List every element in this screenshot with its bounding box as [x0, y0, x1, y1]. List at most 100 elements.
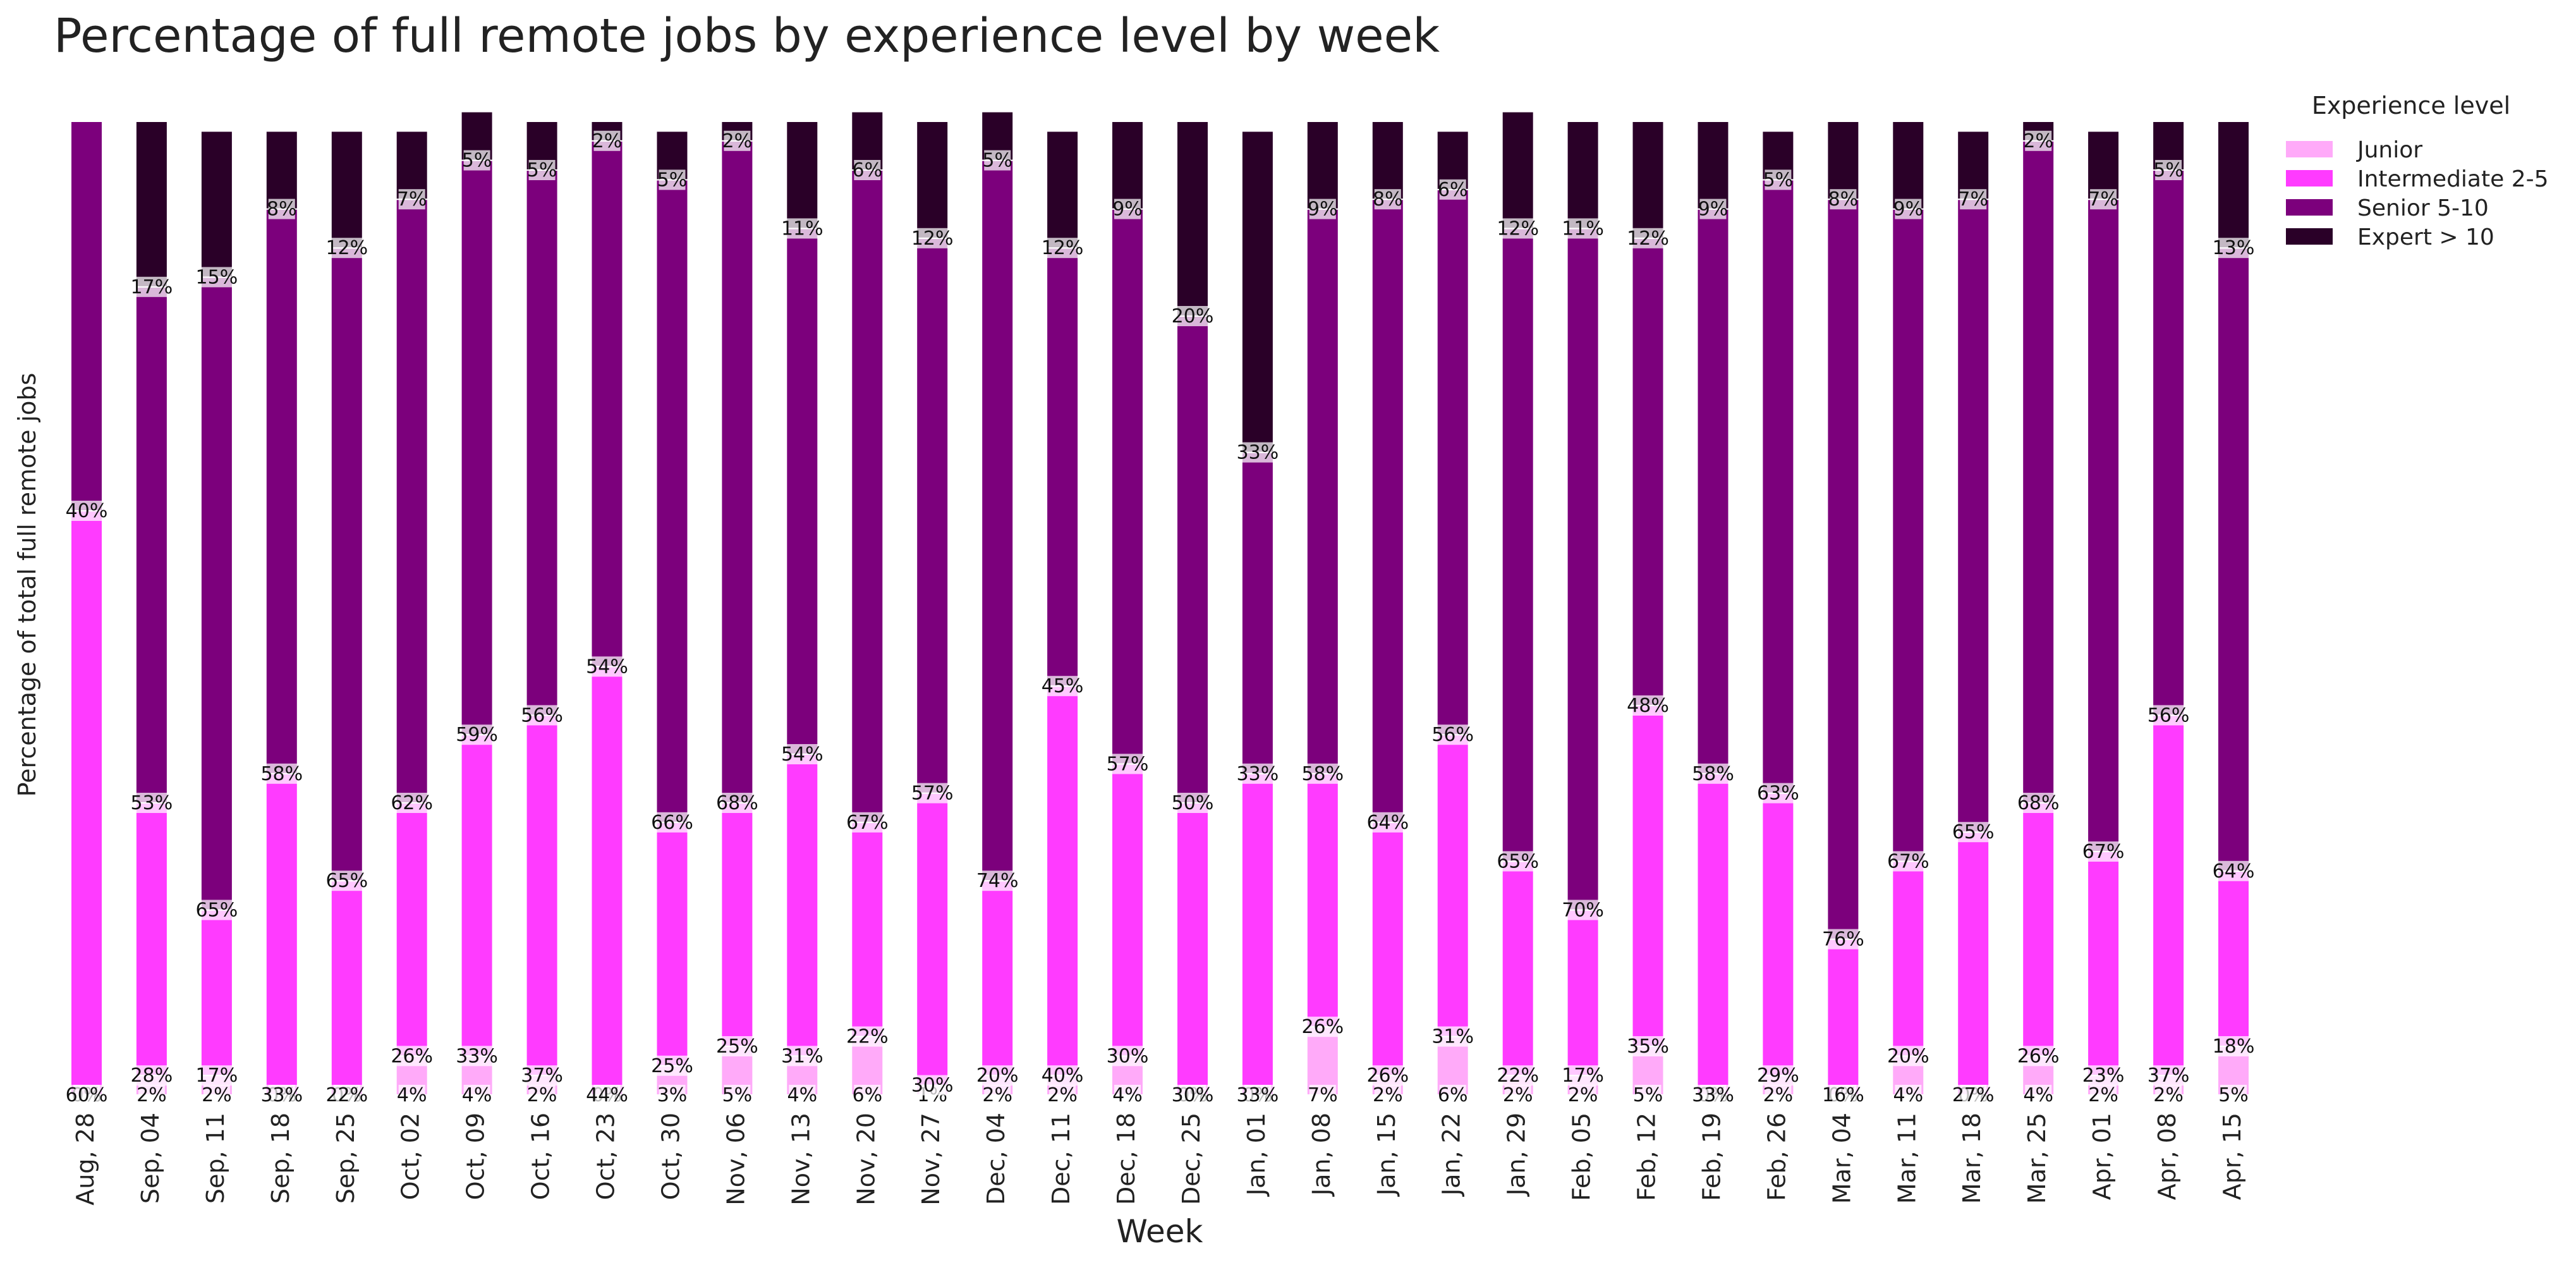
data-label-bg — [913, 783, 952, 804]
data-label-junior: 5% — [1633, 1084, 1663, 1106]
x-tick-label: Dec, 04 — [982, 1113, 1010, 1205]
x-tick-label: Feb, 26 — [1763, 1113, 1790, 1201]
bar-segment-intermediate — [851, 821, 884, 1037]
data-label-intermediate: 20% — [976, 1065, 1019, 1087]
x-tick-label: Apr, 15 — [2218, 1113, 2246, 1200]
x-tick-label: Sep, 18 — [267, 1113, 295, 1204]
data-label-intermediate: 60% — [66, 1084, 108, 1106]
data-label-bg — [659, 169, 686, 190]
x-tick-label: Jan, 15 — [1373, 1113, 1400, 1197]
data-label-bg — [2155, 1085, 2182, 1105]
data-label-junior: 2% — [2153, 1084, 2184, 1106]
bar-segment-intermediate — [1111, 763, 1144, 1057]
data-label-intermediate: 33% — [260, 1084, 303, 1106]
bar-segment-senior — [1826, 199, 1860, 940]
bar-segment-senior — [395, 199, 428, 804]
data-label-senior: 59% — [456, 724, 498, 746]
data-label-expert: 33% — [1237, 442, 1279, 464]
data-label-intermediate: 26% — [1301, 1016, 1344, 1038]
data-label-expert: 8% — [1373, 188, 1403, 211]
data-label-senior: 65% — [1952, 821, 1995, 843]
data-label-bg — [984, 1085, 1011, 1105]
data-label-bg — [1049, 1085, 1076, 1105]
bar-segment-senior — [70, 121, 103, 511]
bar-segment-intermediate — [1306, 773, 1339, 1028]
data-label-bg — [2090, 1085, 2117, 1105]
data-label-junior: 6% — [853, 1084, 883, 1106]
data-label-senior: 57% — [1107, 753, 1149, 775]
bar-segment-intermediate — [70, 510, 103, 1096]
bar-segment-expert — [200, 130, 233, 278]
data-label-expert: 12% — [325, 237, 368, 259]
data-label-bg — [724, 130, 751, 151]
data-label-expert: 9% — [1308, 199, 1338, 221]
data-label-bg — [203, 1085, 230, 1105]
bar-segment-intermediate — [1436, 734, 1469, 1037]
data-label-senior: 54% — [586, 656, 628, 678]
data-label-intermediate: 22% — [1497, 1065, 1539, 1087]
data-label-senior: 45% — [1042, 675, 1084, 697]
data-label-bg — [1174, 1085, 1212, 1105]
data-label-senior: 62% — [391, 792, 433, 814]
data-label-bg — [398, 189, 425, 210]
data-label-bg — [1174, 306, 1212, 326]
bar-segment-intermediate — [1501, 860, 1534, 1077]
data-label-junior: 2% — [202, 1084, 232, 1106]
data-label-intermediate: 22% — [846, 1026, 889, 1048]
data-label-bg — [1439, 179, 1466, 200]
data-label-bg — [1109, 1046, 1146, 1066]
legend-label-junior: Junior — [2356, 137, 2422, 163]
data-label-bg — [978, 1065, 1017, 1086]
bar-segment-expert — [1371, 121, 1404, 200]
bar-segment-expert — [1566, 121, 1600, 229]
data-label-expert: 12% — [911, 228, 954, 250]
bar-segment-senior — [851, 169, 884, 823]
data-label-junior: 2% — [1373, 1084, 1403, 1106]
data-label-bg — [268, 199, 295, 219]
data-label-bg — [724, 1085, 751, 1105]
bar-segment-expert — [2217, 121, 2250, 249]
chart-title: Percentage of full remote jobs by experi… — [54, 9, 1440, 63]
data-label-expert: 2% — [592, 130, 623, 152]
data-label-expert: 12% — [1497, 217, 1539, 240]
x-tick-label: Nov, 27 — [917, 1113, 945, 1206]
x-tick-label: Nov, 20 — [852, 1113, 880, 1206]
data-label-bg — [1114, 199, 1141, 219]
data-label-junior: 4% — [1893, 1084, 1924, 1106]
bar-segment-intermediate — [525, 714, 559, 1077]
data-label-senior: 70% — [1562, 899, 1604, 921]
x-tick-label: Jan, 29 — [1503, 1113, 1531, 1197]
bar-segment-expert — [916, 121, 949, 239]
bar-segment-intermediate — [1631, 705, 1665, 1047]
bar-segment-intermediate — [200, 909, 233, 1077]
data-label-bg — [1433, 1026, 1472, 1047]
x-tick-label: Nov, 13 — [787, 1113, 815, 1206]
bar-segment-expert — [1046, 130, 1079, 249]
bar-segment-senior — [720, 140, 754, 804]
data-label-intermediate: 20% — [1887, 1045, 1929, 1067]
data-label-bg — [197, 267, 236, 288]
data-label-expert: 8% — [1828, 188, 1859, 211]
data-label-senior: 67% — [846, 812, 889, 834]
bar-segment-intermediate — [981, 880, 1014, 1077]
data-label-senior: 65% — [1497, 850, 1539, 872]
bar-segment-senior — [200, 276, 233, 911]
data-label-bg — [2025, 130, 2052, 151]
data-label-expert: 9% — [1893, 199, 1924, 221]
data-label-expert: 6% — [853, 159, 883, 181]
data-label-bg — [1238, 442, 1277, 463]
data-label-bg — [1824, 1085, 1862, 1105]
data-label-bg — [463, 1085, 490, 1105]
data-label-bg — [138, 1085, 165, 1105]
data-label-bg — [1498, 218, 1537, 239]
data-label-bg — [653, 812, 691, 833]
data-label-expert: 15% — [196, 266, 238, 288]
data-label-junior: 2% — [527, 1084, 557, 1106]
data-label-bg — [1960, 189, 1987, 210]
x-tick-label: Feb, 05 — [1568, 1113, 1596, 1201]
data-label-bg — [1303, 1017, 1342, 1037]
bar-segment-intermediate — [1371, 821, 1404, 1077]
data-label-bg — [132, 1065, 171, 1086]
